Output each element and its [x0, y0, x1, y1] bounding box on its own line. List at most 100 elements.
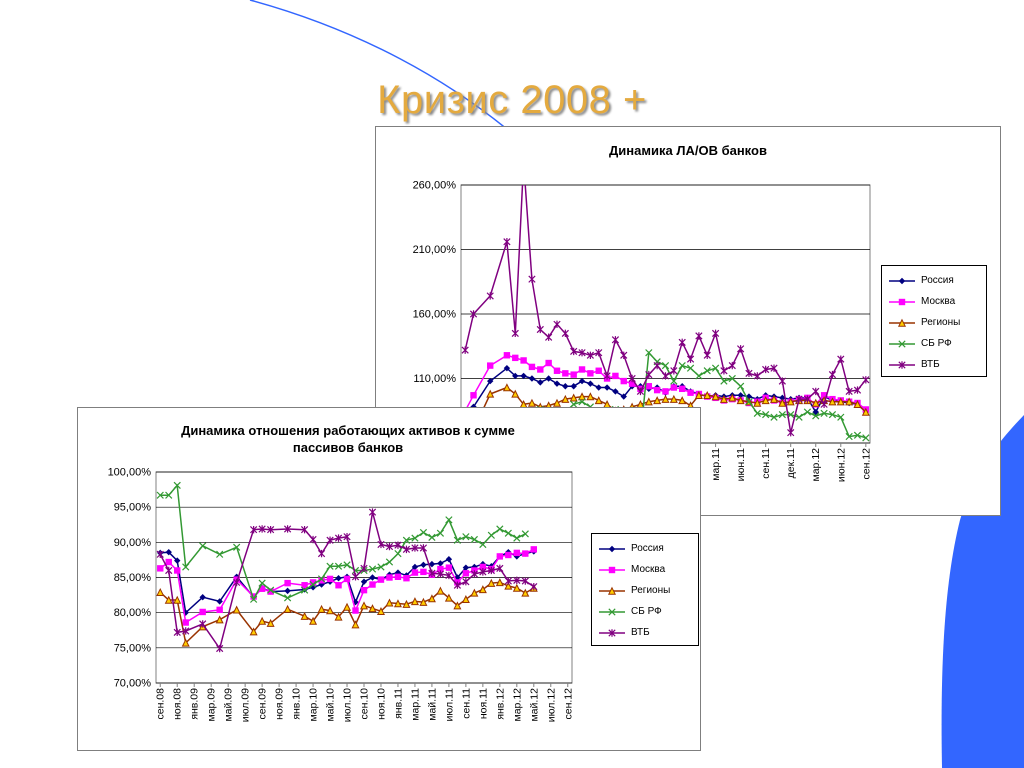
data-point — [478, 585, 487, 594]
data-point — [545, 359, 552, 367]
data-point — [351, 620, 360, 629]
y-tick-label: 80,00% — [114, 607, 152, 619]
data-point — [761, 396, 770, 405]
data-point — [862, 376, 870, 384]
data-point — [645, 383, 653, 390]
legend-label: Регионы — [631, 585, 671, 596]
data-point — [686, 364, 695, 372]
legend-item: Россия — [598, 538, 692, 559]
legend-item: ВТБ — [598, 622, 692, 643]
data-point — [845, 432, 853, 441]
legend-swatch — [889, 339, 915, 348]
data-point — [512, 354, 519, 362]
data-point — [156, 587, 165, 596]
x-tick-label: май.12 — [528, 688, 540, 722]
data-point — [811, 398, 820, 407]
data-point — [199, 608, 206, 616]
data-point — [351, 573, 360, 581]
data-point — [369, 574, 376, 581]
legend-swatch — [599, 607, 625, 616]
x-tick-label: ноя.08 — [172, 688, 184, 720]
data-point — [670, 384, 678, 391]
data-point — [266, 618, 275, 627]
x-tick-label: июл.09 — [240, 688, 252, 722]
data-point — [503, 364, 511, 372]
legend-marker — [608, 566, 616, 573]
data-point — [343, 602, 352, 611]
data-point — [620, 377, 627, 385]
data-point — [326, 536, 334, 544]
data-point — [334, 562, 343, 570]
x-tick-label: мар.10 — [308, 688, 320, 722]
data-point — [377, 563, 385, 571]
data-point — [661, 394, 670, 403]
data-point — [812, 387, 820, 396]
data-point — [181, 638, 190, 647]
y-tick-label: 90,00% — [114, 537, 152, 549]
data-point — [182, 619, 189, 626]
x-tick-label: янв.11 — [392, 688, 404, 719]
data-point — [462, 578, 470, 586]
data-point — [511, 329, 519, 338]
data-point — [828, 370, 837, 379]
data-point — [343, 575, 351, 583]
data-point — [653, 386, 661, 394]
data-point — [318, 581, 325, 588]
chart-plot: 70,00% 75,00% 80,00% 85,00% 90,00% 95,00% 100,… — [108, 467, 575, 723]
data-point — [309, 579, 317, 586]
x-tick-label: мар.09 — [206, 688, 218, 722]
data-point — [216, 644, 224, 653]
data-point — [258, 585, 266, 592]
legend-swatch — [599, 628, 625, 637]
legend-marker — [608, 607, 616, 616]
data-point — [504, 577, 512, 585]
data-point — [578, 392, 587, 401]
data-point — [479, 568, 487, 576]
x-tick-label: июн.11 — [735, 448, 747, 482]
data-point — [232, 605, 241, 614]
legend-marker — [607, 586, 617, 595]
legend-label: Москва — [631, 564, 666, 575]
data-point — [520, 357, 527, 364]
data-point — [402, 599, 411, 608]
data-point — [530, 546, 537, 553]
data-point — [436, 529, 445, 537]
data-point — [753, 372, 761, 380]
x-tick-label: сен.11 — [460, 688, 472, 719]
data-point — [216, 598, 223, 605]
data-point — [594, 396, 603, 405]
data-point — [385, 598, 394, 607]
data-point — [335, 582, 342, 589]
data-point — [173, 628, 181, 637]
data-point — [703, 390, 712, 399]
data-point — [828, 410, 837, 419]
legend-swatch — [889, 360, 915, 369]
chart-title-line-2: пассивов банков — [292, 440, 404, 455]
data-point — [495, 578, 504, 587]
data-point — [586, 392, 595, 401]
data-point — [157, 565, 164, 572]
data-point — [522, 550, 529, 557]
data-point — [360, 586, 368, 594]
data-point — [182, 563, 190, 571]
data-point — [570, 400, 578, 408]
data-point — [645, 349, 653, 357]
data-point — [326, 575, 334, 583]
data-point — [343, 561, 351, 569]
x-tick-label: сен.08 — [155, 688, 167, 720]
data-point — [174, 557, 181, 564]
data-point — [528, 363, 536, 371]
data-point — [661, 361, 670, 370]
data-point — [711, 364, 720, 372]
data-point — [487, 531, 495, 539]
x-tick-label: июл.11 — [443, 688, 455, 722]
data-point — [513, 549, 521, 557]
data-point — [369, 581, 376, 588]
data-point — [385, 558, 394, 566]
data-point — [552, 398, 561, 407]
data-point — [561, 329, 569, 338]
data-point — [762, 365, 770, 374]
data-point — [828, 397, 837, 406]
data-point — [487, 377, 494, 385]
data-point — [283, 604, 292, 613]
